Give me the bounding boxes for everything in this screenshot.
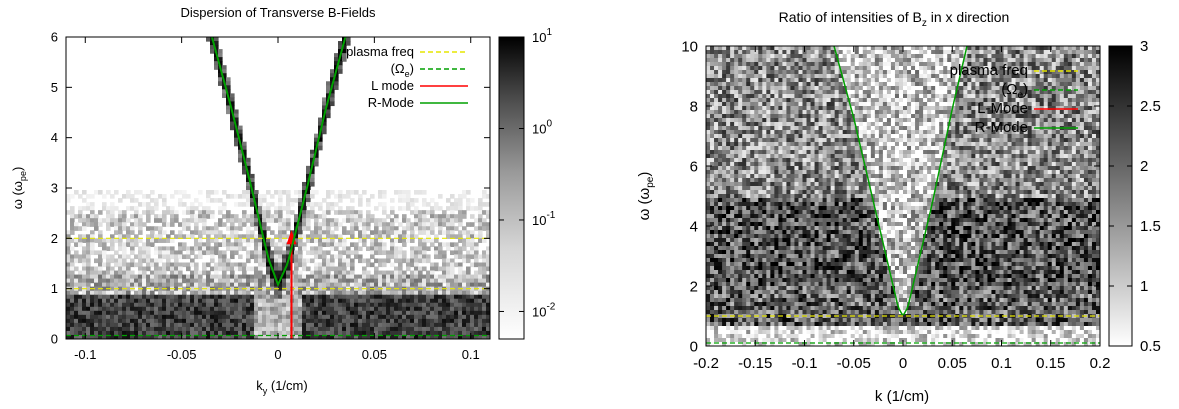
chart2-heatmap xyxy=(706,46,1100,346)
r-mode-curve xyxy=(833,46,968,316)
colorbar-tick-label: 1.5 xyxy=(1140,218,1161,235)
colorbar-tick-label: 100 xyxy=(532,118,552,136)
x-tick-label: 0.1 xyxy=(462,347,480,362)
chart1-heatmap xyxy=(66,37,490,339)
legend-label: (Ωe) xyxy=(391,61,414,79)
colorbar-tick-label: 101 xyxy=(532,27,552,45)
colorbar-tick-label: 2 xyxy=(1140,158,1148,175)
x-tick-label: 0.05 xyxy=(362,347,387,362)
chart2-xlabel: k (1/cm) xyxy=(875,388,929,405)
chart1-legend: plasma freq (Ωe)L mode R-Mode xyxy=(346,44,468,110)
x-tick-label: 0.15 xyxy=(1036,355,1065,372)
y-tick-label: 3 xyxy=(51,181,58,196)
x-tick-label: -0.05 xyxy=(837,355,871,372)
x-tick-label: 0.05 xyxy=(938,355,967,372)
y-tick-label: 0 xyxy=(51,332,58,347)
x-tick-label: -0.15 xyxy=(738,355,772,372)
chart-ratio: Ratio of intensities of Bz in x directio… xyxy=(636,9,1161,405)
x-tick-label: -0.2 xyxy=(693,355,719,372)
chart1-title: Dispersion of Transverse B-Fields xyxy=(180,5,376,20)
r-mode-curve xyxy=(210,37,347,288)
colorbar-tick-label: 0.5 xyxy=(1140,338,1161,355)
chart2-axes: -0.2 -0.15 -0.1 -0.05 0 0.05 0.1 0.15 0.2 0 2 4 6 8 10 xyxy=(681,38,1110,372)
chart2-legend: plasma freq (Ωe)L-Mode R-Mode xyxy=(950,62,1078,136)
colorbar-tick-label: 1 xyxy=(1140,278,1148,295)
chart2-ylabel: ω (ωpe) xyxy=(636,172,656,221)
y-tick-label: 2 xyxy=(51,231,58,246)
x-tick-label: 0 xyxy=(899,355,907,372)
chart2-title: Ratio of intensities of Bz in x directio… xyxy=(779,9,1010,29)
legend-label: plasma freq xyxy=(346,44,414,59)
legend-label: R-Mode xyxy=(368,95,414,110)
x-tick-label: 0.2 xyxy=(1090,355,1111,372)
chart1-axes: -0.1 -0.05 0 0.05 0.1 0 1 2 3 4 5 6 xyxy=(51,30,490,362)
chart2-colorbar-ticks: 3 2.5 2 1.5 1 0.5 xyxy=(1109,38,1161,355)
y-tick-label: 1 xyxy=(51,281,58,296)
colorbar-tick-label: 3 xyxy=(1140,38,1148,55)
chart1-colorbar-ticks: 101 100 10-1 10-2 xyxy=(499,27,556,319)
colorbar-tick-label: 10-1 xyxy=(532,210,556,228)
y-tick-label: 10 xyxy=(681,38,698,55)
chart1-colorbar xyxy=(498,36,525,340)
legend-label: L mode xyxy=(371,78,414,93)
chart-dispersion: Dispersion of Transverse B-Fields -0.1 -0… xyxy=(10,5,556,396)
legend-label: R-Mode xyxy=(975,119,1028,136)
y-tick-label: 0 xyxy=(690,338,698,355)
y-tick-label: 6 xyxy=(690,158,698,175)
x-tick-label: 0.1 xyxy=(991,355,1012,372)
y-tick-label: 6 xyxy=(51,30,58,45)
x-tick-label: 0 xyxy=(274,347,281,362)
legend-label: plasma freq xyxy=(950,62,1028,79)
y-tick-label: 4 xyxy=(690,218,698,235)
chart2-colorbar xyxy=(1108,45,1133,347)
y-tick-label: 4 xyxy=(51,130,58,145)
x-tick-label: -0.1 xyxy=(74,347,96,362)
legend-label: (Ωe) xyxy=(1001,81,1028,101)
y-tick-label: 2 xyxy=(690,278,698,295)
y-tick-label: 5 xyxy=(51,80,58,95)
chart1-ylabel: ω (ωpe) xyxy=(10,167,28,210)
chart1-xlabel: ky (1/cm) xyxy=(256,378,307,396)
colorbar-tick-label: 10-2 xyxy=(532,301,556,319)
y-tick-label: 8 xyxy=(690,98,698,115)
x-tick-label: -0.1 xyxy=(792,355,818,372)
legend-label: L-Mode xyxy=(977,100,1028,117)
colorbar-tick-label: 2.5 xyxy=(1140,98,1161,115)
x-tick-label: -0.05 xyxy=(167,347,197,362)
